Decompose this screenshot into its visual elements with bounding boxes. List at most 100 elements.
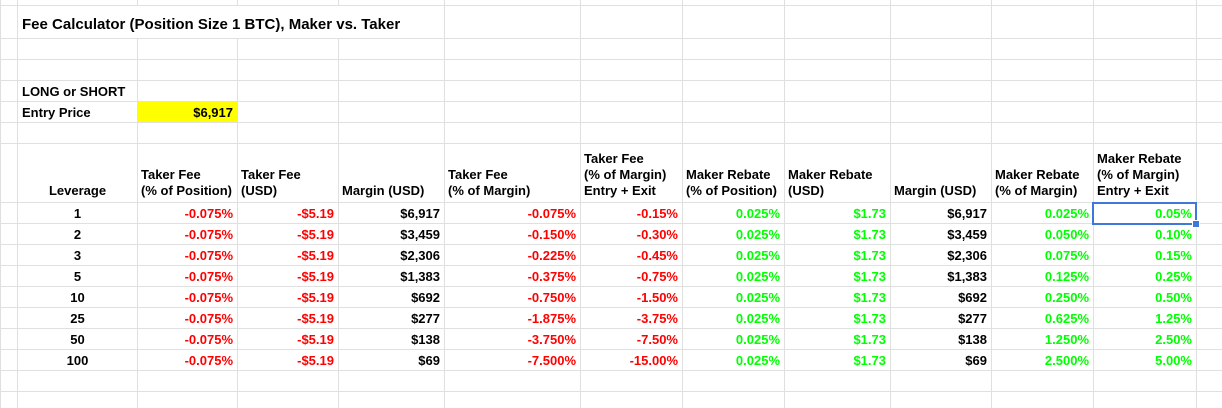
cell[interactable]: $1,383 xyxy=(339,266,445,287)
cell[interactable]: -$5.19 xyxy=(238,203,339,224)
cell[interactable]: $277 xyxy=(339,308,445,329)
cell[interactable] xyxy=(785,60,891,81)
cell[interactable] xyxy=(785,123,891,144)
cell[interactable] xyxy=(683,81,785,102)
cell[interactable]: -0.075% xyxy=(445,203,581,224)
column-header-taker-fee-pct-margin[interactable]: Taker Fee (% of Margin) xyxy=(445,144,581,203)
cell[interactable]: -0.075% xyxy=(138,329,238,350)
cell[interactable]: -$5.19 xyxy=(238,329,339,350)
cell[interactable] xyxy=(683,6,785,39)
cell[interactable] xyxy=(138,123,238,144)
cell[interactable] xyxy=(1197,81,1222,102)
long-or-short-label[interactable]: LONG or SHORT xyxy=(18,81,138,102)
cell[interactable]: 10 xyxy=(18,287,138,308)
fill-handle[interactable] xyxy=(1192,220,1200,228)
cell[interactable] xyxy=(339,39,445,60)
cell[interactable]: 0.025% xyxy=(683,308,785,329)
cell[interactable] xyxy=(445,392,581,408)
cell[interactable]: -0.30% xyxy=(581,224,683,245)
cell[interactable] xyxy=(1094,6,1197,39)
cell[interactable]: 0.025% xyxy=(683,287,785,308)
cell[interactable]: -$5.19 xyxy=(238,350,339,371)
cell[interactable] xyxy=(581,6,683,39)
cell[interactable] xyxy=(1197,39,1222,60)
cell[interactable]: $1.73 xyxy=(785,266,891,287)
cell[interactable]: -0.750% xyxy=(445,287,581,308)
cell[interactable] xyxy=(339,123,445,144)
cell[interactable]: 1.250% xyxy=(992,329,1094,350)
cell[interactable] xyxy=(18,392,138,408)
cell[interactable]: 0.125% xyxy=(992,266,1094,287)
cell[interactable]: 0.025% xyxy=(683,245,785,266)
cell[interactable] xyxy=(138,39,238,60)
cell[interactable]: $138 xyxy=(339,329,445,350)
cell[interactable]: -0.075% xyxy=(138,245,238,266)
cell[interactable]: 100 xyxy=(18,350,138,371)
cell[interactable] xyxy=(445,371,581,392)
cell[interactable] xyxy=(1,329,18,350)
cell[interactable] xyxy=(1197,6,1222,39)
cell[interactable]: $1.73 xyxy=(785,245,891,266)
column-header-maker-rebate-usd[interactable]: Maker Rebate (USD) xyxy=(785,144,891,203)
cell[interactable] xyxy=(138,81,238,102)
cell[interactable] xyxy=(1197,266,1222,287)
cell[interactable] xyxy=(339,81,445,102)
cell[interactable] xyxy=(238,60,339,81)
cell[interactable]: -7.50% xyxy=(581,329,683,350)
cell[interactable] xyxy=(18,60,138,81)
cell[interactable]: -$5.19 xyxy=(238,266,339,287)
cell[interactable] xyxy=(1197,371,1222,392)
cell[interactable] xyxy=(581,392,683,408)
cell[interactable] xyxy=(1,123,18,144)
column-header-maker-rebate-pct-margin-entry-exit[interactable]: Maker Rebate (% of Margin) Entry + Exit xyxy=(1094,144,1197,203)
cell[interactable] xyxy=(1,245,18,266)
column-header-maker-rebate-pct-position[interactable]: Maker Rebate (% of Position) xyxy=(683,144,785,203)
cell[interactable] xyxy=(1,224,18,245)
cell[interactable] xyxy=(891,123,992,144)
cell[interactable]: -0.375% xyxy=(445,266,581,287)
cell[interactable] xyxy=(785,81,891,102)
cell[interactable] xyxy=(683,123,785,144)
cell[interactable]: $3,459 xyxy=(891,224,992,245)
cell[interactable]: -0.75% xyxy=(581,266,683,287)
cell[interactable] xyxy=(785,371,891,392)
cell[interactable]: $1.73 xyxy=(785,203,891,224)
cell[interactable] xyxy=(891,60,992,81)
selected-cell[interactable]: 0.05% xyxy=(1094,203,1197,224)
cell[interactable] xyxy=(445,39,581,60)
cell[interactable] xyxy=(1197,287,1222,308)
cell[interactable] xyxy=(1197,392,1222,408)
cell[interactable]: -0.075% xyxy=(138,203,238,224)
cell[interactable]: 50 xyxy=(18,329,138,350)
cell[interactable] xyxy=(1094,39,1197,60)
cell[interactable]: $692 xyxy=(339,287,445,308)
cell[interactable] xyxy=(785,39,891,60)
cell[interactable] xyxy=(1,371,18,392)
cell[interactable]: 25 xyxy=(18,308,138,329)
cell[interactable]: -0.45% xyxy=(581,245,683,266)
cell[interactable] xyxy=(891,392,992,408)
cell[interactable] xyxy=(992,6,1094,39)
cell[interactable] xyxy=(683,39,785,60)
cell[interactable] xyxy=(445,123,581,144)
column-header-margin-usd-taker[interactable]: Margin (USD) xyxy=(339,144,445,203)
cell[interactable] xyxy=(785,392,891,408)
cell[interactable] xyxy=(1,350,18,371)
cell[interactable]: $3,459 xyxy=(339,224,445,245)
entry-price-input[interactable]: $6,917 xyxy=(138,102,238,123)
cell[interactable] xyxy=(581,102,683,123)
cell[interactable]: -3.750% xyxy=(445,329,581,350)
cell[interactable]: 2 xyxy=(18,224,138,245)
cell[interactable]: $6,917 xyxy=(339,203,445,224)
cell[interactable]: -0.075% xyxy=(138,350,238,371)
cell[interactable] xyxy=(339,392,445,408)
cell[interactable]: $1.73 xyxy=(785,350,891,371)
entry-price-label[interactable]: Entry Price xyxy=(18,102,138,123)
cell[interactable]: -0.075% xyxy=(138,287,238,308)
cell[interactable] xyxy=(891,371,992,392)
cell[interactable] xyxy=(445,60,581,81)
cell[interactable] xyxy=(785,102,891,123)
cell[interactable]: $69 xyxy=(891,350,992,371)
cell[interactable]: -0.075% xyxy=(138,308,238,329)
cell[interactable]: $6,917 xyxy=(891,203,992,224)
